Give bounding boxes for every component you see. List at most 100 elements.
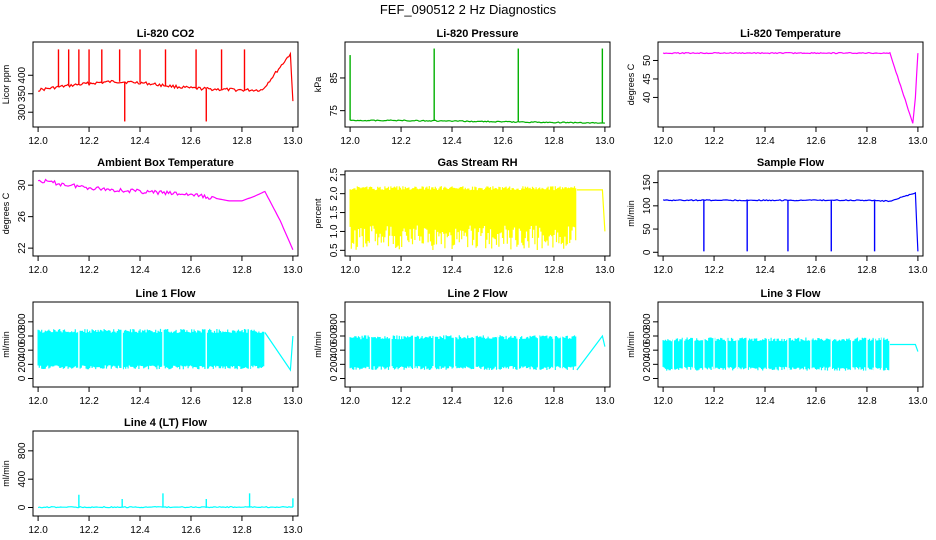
signal-tail bbox=[264, 332, 294, 372]
signal-line bbox=[662, 191, 919, 252]
x-tick-label: 12.6 bbox=[181, 265, 201, 276]
plot-frame bbox=[32, 301, 299, 388]
x-tick-label: 12.6 bbox=[806, 136, 826, 147]
y-tick-label: 150 bbox=[642, 174, 653, 191]
panel-line4: Line 4 (LT) Flow 12.0 12.2 12.4 12.6 12.8 13.0… bbox=[1, 417, 303, 536]
figure-title: FEF_090512 2 Hz Diagnostics bbox=[379, 2, 557, 17]
x-tick-label: 12.4 bbox=[130, 136, 150, 147]
x-tick-label: 13.0 bbox=[283, 265, 303, 276]
x-tick-label: 12.2 bbox=[704, 396, 724, 407]
y-tick-label: 2.5 bbox=[329, 167, 340, 181]
x-tick-label: 13.0 bbox=[283, 396, 303, 407]
plot-frame bbox=[32, 41, 299, 128]
panel-title: Line 4 (LT) Flow bbox=[124, 417, 207, 429]
signal-band bbox=[349, 186, 577, 250]
y-tick-label: 2.0 bbox=[329, 186, 340, 200]
data-layer bbox=[38, 49, 294, 122]
plot-frame bbox=[657, 170, 924, 257]
signal-line bbox=[349, 119, 605, 124]
y-tick-label: 22 bbox=[17, 242, 28, 254]
signal-band bbox=[37, 328, 265, 370]
x-tick-label: 12.8 bbox=[232, 136, 252, 147]
y-tick-label: 400 bbox=[17, 470, 28, 487]
x-tick-label: 12.4 bbox=[755, 396, 775, 407]
x-tick-label: 13.0 bbox=[595, 396, 615, 407]
x-tick-label: 12.4 bbox=[442, 136, 462, 147]
x-tick-label: 12.8 bbox=[232, 265, 252, 276]
y-axis-label: percent bbox=[313, 198, 323, 229]
x-tick-label: 12.6 bbox=[493, 265, 513, 276]
x-tick-label: 12.8 bbox=[544, 136, 564, 147]
plot-frame bbox=[657, 41, 924, 128]
panel-co2: Li-820 CO2 12.0 12.2 12.4 12.6 12.8 13.0 300350… bbox=[1, 28, 303, 147]
x-tick-label: 12.4 bbox=[755, 136, 775, 147]
x-tick-label: 13.0 bbox=[595, 136, 615, 147]
x-tick-label: 12.2 bbox=[391, 136, 411, 147]
y-tick-label: 40 bbox=[642, 91, 653, 103]
panel-ambient: Ambient Box Temperature 12.0 12.2 12.4 12.6 1… bbox=[1, 157, 303, 276]
signal-line bbox=[37, 178, 294, 250]
y-axis-label: degrees C bbox=[1, 192, 11, 234]
y-tick-label: 1.0 bbox=[329, 224, 340, 238]
panel-line3: Line 3 Flow 12.0 12.2 12.4 12.6 12.8 13.0 0 2004… bbox=[626, 288, 928, 407]
plot-frame bbox=[344, 301, 611, 388]
x-tick-label: 12.4 bbox=[755, 265, 775, 276]
x-tick-label: 12.2 bbox=[391, 396, 411, 407]
x-tick-label: 12.4 bbox=[130, 525, 150, 536]
y-tick-label: 0 bbox=[642, 375, 653, 381]
data-layer bbox=[662, 51, 919, 124]
y-axis-label: ml/min bbox=[1, 460, 11, 487]
data-layer bbox=[37, 326, 294, 372]
panel-pressure: Li-820 Pressure 12.0 12.2 12.4 12.6 12.8 13.0 7… bbox=[313, 28, 615, 147]
y-tick-label: 800 bbox=[642, 313, 653, 330]
x-tick-label: 12.6 bbox=[181, 136, 201, 147]
y-tick-label: 400 bbox=[642, 341, 653, 358]
y-tick-label: 0 bbox=[329, 375, 340, 381]
y-tick-label: 30 bbox=[17, 179, 28, 191]
x-tick-label: 12.6 bbox=[493, 396, 513, 407]
data-layer bbox=[37, 493, 294, 509]
y-axis-label: Licor ppm bbox=[1, 65, 11, 105]
x-tick-label: 13.0 bbox=[283, 525, 303, 536]
y-tick-label: 0 bbox=[642, 249, 653, 255]
panel-sample: Sample Flow 12.0 12.2 12.4 12.6 12.8 13.0 0 50 10… bbox=[626, 157, 928, 276]
y-tick-label: 0.5 bbox=[329, 243, 340, 257]
x-tick-label: 12.2 bbox=[79, 136, 99, 147]
y-tick-label: 100 bbox=[642, 197, 653, 214]
signal-line bbox=[37, 505, 293, 509]
x-tick-label: 12.6 bbox=[493, 136, 513, 147]
panel-title: Ambient Box Temperature bbox=[97, 157, 234, 169]
x-tick-label: 12.6 bbox=[806, 265, 826, 276]
y-axis-label: degrees C bbox=[626, 63, 636, 105]
y-tick-label: 200 bbox=[17, 356, 28, 373]
x-tick-label: 12.0 bbox=[653, 265, 673, 276]
x-tick-label: 12.0 bbox=[340, 136, 360, 147]
signal-line bbox=[662, 51, 919, 124]
panel-title: Li-820 Pressure bbox=[437, 28, 519, 40]
y-tick-label: 600 bbox=[17, 327, 28, 344]
x-tick-label: 12.2 bbox=[79, 265, 99, 276]
panel-line1: Line 1 Flow 12.0 12.2 12.4 12.6 12.8 13.0 0 2004… bbox=[1, 288, 303, 407]
x-tick-label: 12.2 bbox=[79, 525, 99, 536]
panel-temp: Li-820 Temperature 12.0 12.2 12.4 12.6 12.8 13… bbox=[626, 28, 928, 147]
x-tick-label: 13.0 bbox=[908, 396, 928, 407]
x-tick-label: 12.6 bbox=[181, 396, 201, 407]
y-tick-label: 45 bbox=[642, 73, 653, 85]
y-tick-label: 600 bbox=[642, 327, 653, 344]
plot-frame bbox=[32, 170, 299, 257]
y-tick-label: 1.5 bbox=[329, 205, 340, 219]
y-tick-label: 400 bbox=[17, 66, 28, 83]
y-tick-label: 400 bbox=[329, 341, 340, 358]
x-tick-label: 12.6 bbox=[181, 525, 201, 536]
signal-band bbox=[349, 335, 577, 370]
x-tick-label: 12.8 bbox=[232, 525, 252, 536]
panel-title: Li-820 CO2 bbox=[137, 28, 194, 40]
signal-band bbox=[662, 337, 890, 371]
signal-tail bbox=[576, 189, 606, 232]
plot-frame bbox=[344, 41, 611, 128]
y-axis-label: ml/min bbox=[1, 331, 11, 358]
y-tick-label: 200 bbox=[329, 356, 340, 373]
x-tick-label: 12.0 bbox=[28, 265, 48, 276]
panel-line2: Line 2 Flow 12.0 12.2 12.4 12.6 12.8 13.0 0 2004… bbox=[313, 288, 615, 407]
